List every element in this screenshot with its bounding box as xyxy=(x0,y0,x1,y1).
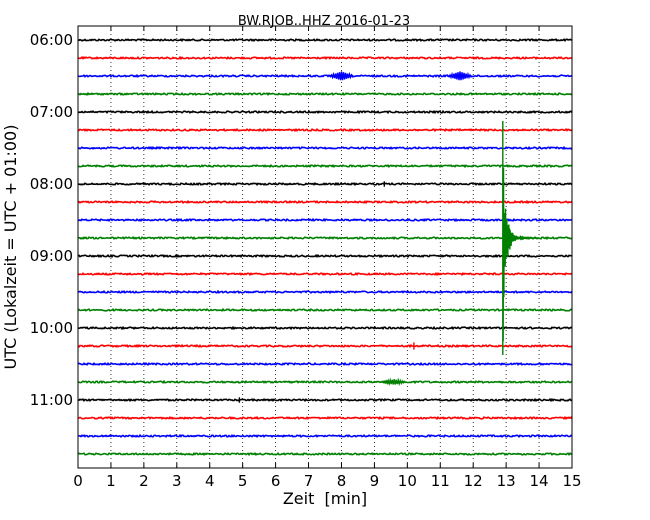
x-tick-label: 14 xyxy=(530,472,549,490)
x-tick-label: 1 xyxy=(106,472,116,490)
plot-frame xyxy=(77,25,573,469)
trace-1115 xyxy=(77,415,573,421)
y-tick-label: 10:00 xyxy=(30,319,73,337)
x-axis-label: Zeit [min] xyxy=(283,489,367,508)
trace-0845 xyxy=(77,235,573,241)
trace-0600 xyxy=(77,38,573,43)
y-tick-label: 08:00 xyxy=(30,175,73,193)
chart-title: BW.RJOB..HHZ 2016-01-23 xyxy=(238,14,410,29)
trace-0900 xyxy=(77,253,573,259)
x-tick-label: 9 xyxy=(370,472,380,490)
x-tick-label: 7 xyxy=(304,472,314,490)
x-tick-label: 4 xyxy=(205,472,215,490)
trace-0930 xyxy=(77,289,573,295)
y-axis-label: UTC (Lokalzeit = UTC + 01:00) xyxy=(1,125,20,370)
trace-1000 xyxy=(77,325,573,331)
trace-0945 xyxy=(77,307,573,313)
trace-0715 xyxy=(77,127,573,133)
trace-0615 xyxy=(77,55,573,61)
x-tick-label: 12 xyxy=(464,472,483,490)
x-tick-label: 6 xyxy=(271,472,281,490)
trace-0630 xyxy=(77,73,573,79)
trace-0730 xyxy=(77,145,573,151)
events xyxy=(238,71,540,403)
axis-ticks: 0 1 2 3 4 5 6 7 8 9 10 11 12 13 14 1506:0007:0008:0009:… xyxy=(30,26,582,490)
trace-0815 xyxy=(77,199,573,205)
trace-1145 xyxy=(77,451,573,457)
grid xyxy=(110,26,540,468)
trace-0700 xyxy=(77,109,573,115)
traces xyxy=(77,38,573,457)
trace-0745 xyxy=(77,163,573,169)
y-tick-label: 06:00 xyxy=(30,31,73,49)
trace-1130 xyxy=(77,433,573,439)
trace-1045 xyxy=(77,379,573,385)
x-tick-label: 3 xyxy=(172,472,182,490)
x-tick-label: 2 xyxy=(139,472,149,490)
y-tick-label: 09:00 xyxy=(30,247,73,265)
x-tick-label: 10 xyxy=(398,472,417,490)
trace-0800 xyxy=(77,181,573,187)
trace-1015 xyxy=(77,343,573,349)
x-tick-label: 13 xyxy=(497,472,516,490)
y-tick-label: 07:00 xyxy=(30,103,73,121)
event-earthquake xyxy=(502,121,540,355)
x-tick-label: 5 xyxy=(238,472,248,490)
trace-0645 xyxy=(77,91,573,97)
x-tick-label: 8 xyxy=(337,472,347,490)
trace-0915 xyxy=(77,271,573,277)
y-tick-label: 11:00 xyxy=(30,391,73,409)
x-tick-label: 11 xyxy=(431,472,450,490)
x-tick-label: 0 xyxy=(73,472,83,490)
trace-0830 xyxy=(77,217,573,223)
trace-1100 xyxy=(77,397,573,403)
event-noise-burst xyxy=(328,71,355,81)
x-tick-label: 15 xyxy=(562,472,581,490)
trace-1030 xyxy=(77,361,573,367)
event-noise-burst xyxy=(447,71,473,81)
event-noise-burst xyxy=(381,377,407,387)
